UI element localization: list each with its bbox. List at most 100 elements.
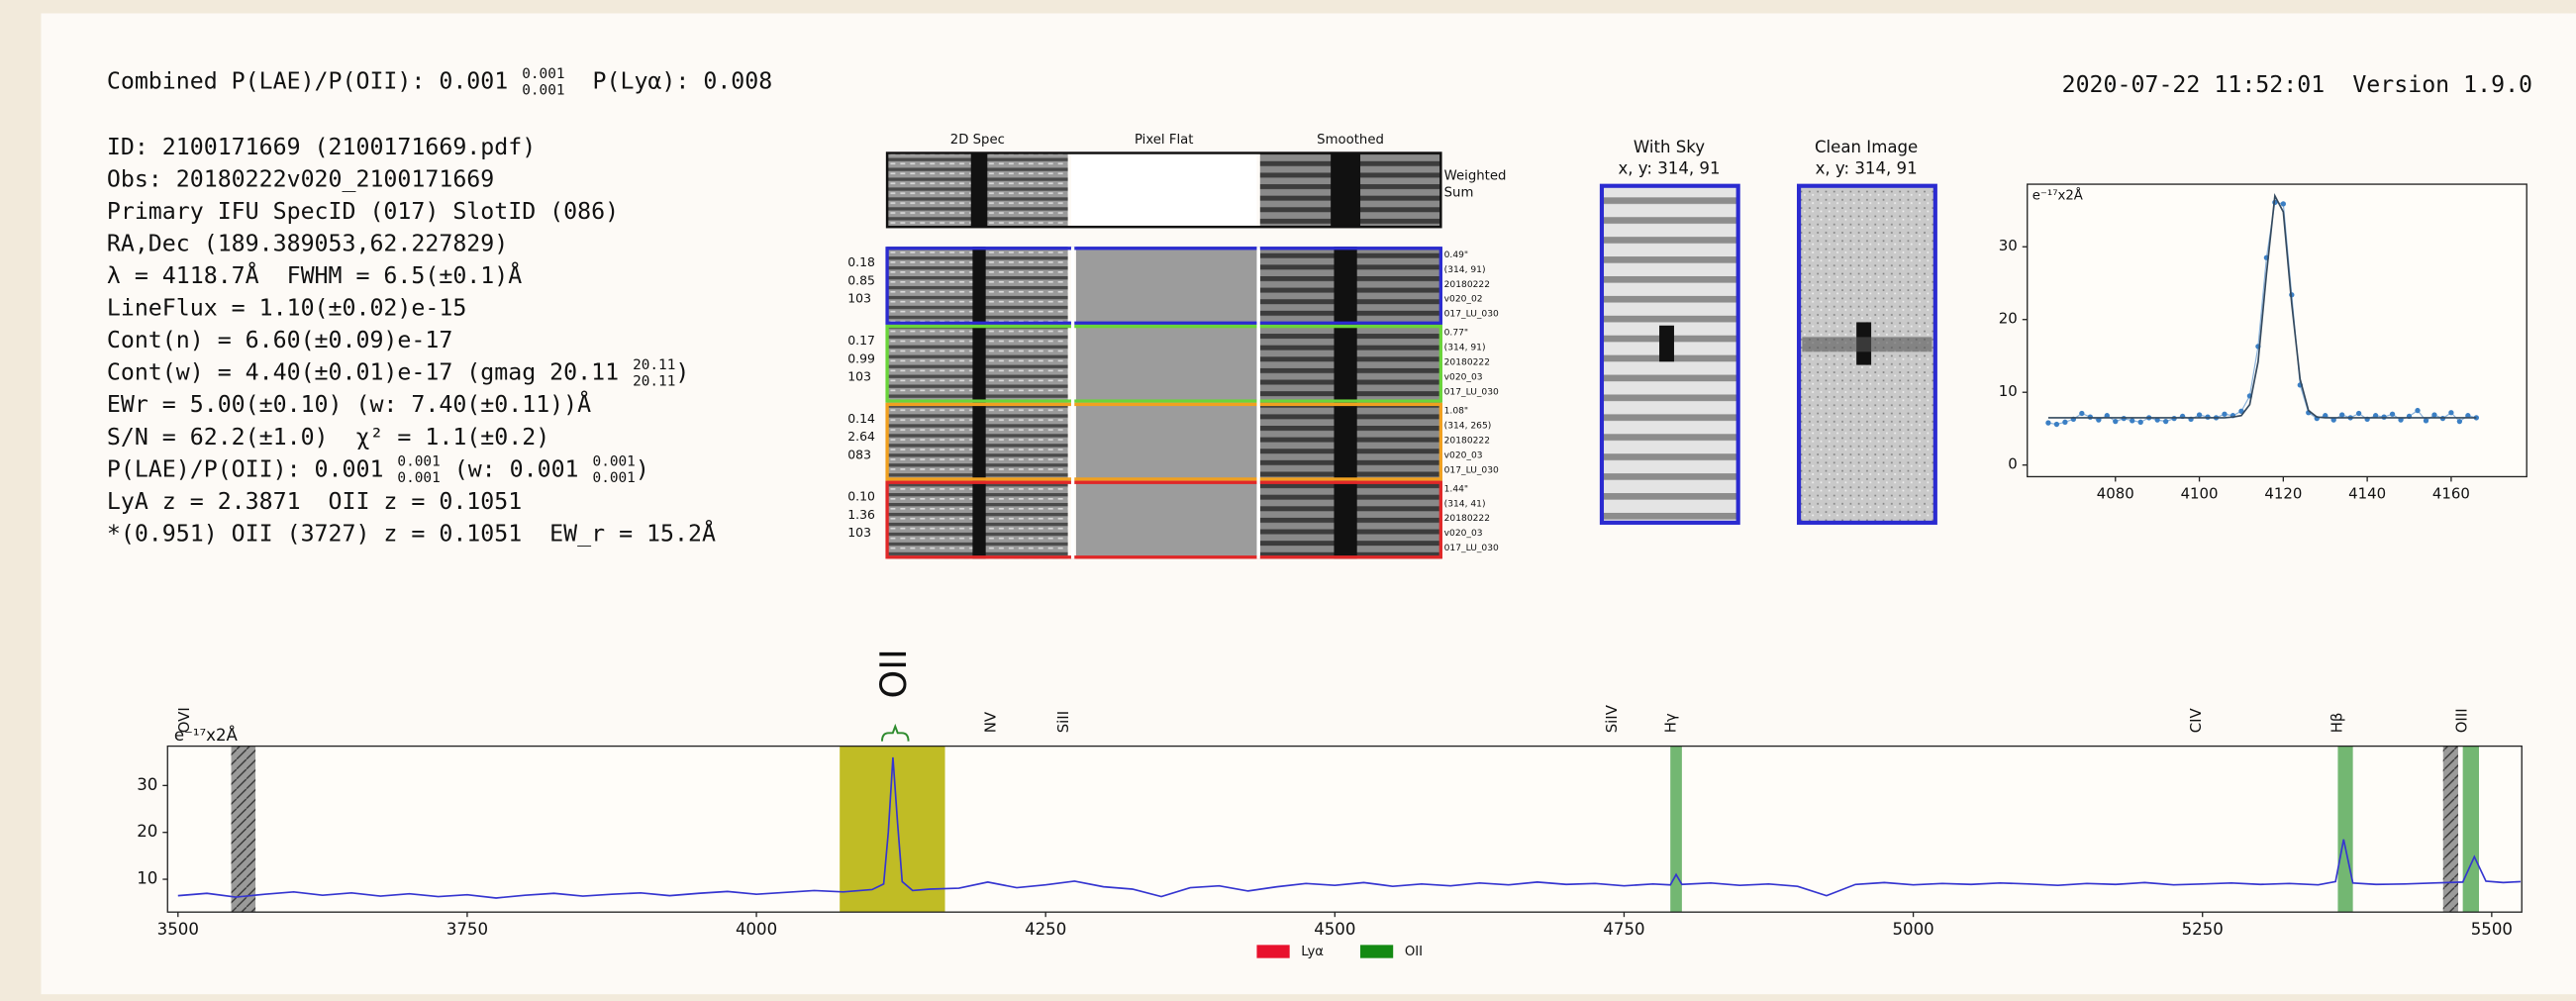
cutout-info: (314, 41) bbox=[1444, 499, 1486, 509]
main-line-label: OII bbox=[872, 649, 915, 698]
cutout-trace bbox=[972, 247, 985, 325]
cutout-trace bbox=[1334, 403, 1356, 481]
superscript: 0.001 bbox=[522, 66, 564, 82]
line-label: Hγ bbox=[1661, 713, 1679, 733]
data-point bbox=[2390, 412, 2395, 417]
text-segment: Combined P(LAE)/P(OII): 0.001 bbox=[107, 68, 522, 95]
x-tick-label: 4250 bbox=[1025, 920, 1066, 939]
line-label: SiIV bbox=[1603, 704, 1621, 733]
x-tick-label: 4160 bbox=[2432, 485, 2470, 503]
band bbox=[1670, 747, 1682, 913]
cutout-info: 017_LU_030 bbox=[1444, 387, 1499, 397]
text-segment: Cont(w) = 4.40(±0.01)e-17 (gmag 20.11 bbox=[107, 359, 633, 386]
data-point bbox=[2339, 412, 2344, 417]
x-tick-label: 5250 bbox=[2182, 920, 2224, 939]
data-point bbox=[2356, 411, 2361, 416]
weighted-label: Sum bbox=[1444, 185, 1474, 200]
sky-coords: x, y: 314, 91 bbox=[1618, 159, 1720, 178]
text-segment: P(Lyα): 0.008 bbox=[565, 68, 773, 95]
cutout-stat: 103 bbox=[847, 525, 871, 540]
cutout-column-title: 2D Spec bbox=[950, 133, 1005, 148]
y-tick-label: 0 bbox=[2008, 455, 2018, 473]
line-label: OVI bbox=[175, 707, 193, 733]
cutout-info: 017_LU_030 bbox=[1444, 544, 1499, 553]
cutout-flat bbox=[1076, 247, 1257, 325]
superscript: 20.11 bbox=[633, 357, 675, 373]
cutout-stat: 1.36 bbox=[847, 507, 875, 522]
cutout-info: 20180222 bbox=[1444, 514, 1490, 524]
cutout-info: v020_03 bbox=[1444, 529, 1483, 539]
text-segment: ID: 2100171669 (2100171669.pdf) bbox=[107, 134, 536, 160]
cutout-info: (314, 91) bbox=[1444, 344, 1486, 353]
x-tick-label: 3500 bbox=[157, 920, 199, 939]
y-tick-label: 30 bbox=[1999, 237, 2018, 254]
cutout-stat: 0.14 bbox=[847, 411, 875, 426]
cutout-stat: 0.18 bbox=[847, 254, 875, 269]
line-label: Hβ bbox=[2328, 713, 2345, 734]
version: Version 1.9.0 bbox=[2352, 71, 2532, 98]
subscript: 20.11 bbox=[633, 374, 675, 390]
sky-source bbox=[1659, 326, 1674, 362]
x-tick-label: 4120 bbox=[2264, 485, 2302, 503]
text-segment: Primary IFU SpecID (017) SlotID (086) bbox=[107, 198, 619, 225]
superscript: 0.001 bbox=[593, 454, 636, 470]
data-point bbox=[2045, 420, 2050, 425]
clean-coords: x, y: 314, 91 bbox=[1816, 159, 1918, 178]
band-hatch bbox=[232, 747, 256, 913]
x-tick-label: 3750 bbox=[446, 920, 488, 939]
line-label: CIV bbox=[2187, 707, 2205, 733]
data-point bbox=[2197, 412, 2202, 417]
cutout-flat bbox=[1076, 481, 1257, 559]
data-point bbox=[2138, 420, 2143, 425]
weighted-flat bbox=[1071, 153, 1257, 228]
cutout-stat: 0.99 bbox=[847, 350, 875, 365]
legend-label: Lyα bbox=[1301, 945, 1324, 959]
x-tick-label: 5500 bbox=[2471, 920, 2513, 939]
y-tick-label: 20 bbox=[137, 822, 157, 841]
text-segment: Cont(n) = 6.60(±0.09)e-17 bbox=[107, 327, 452, 353]
data-point bbox=[2079, 411, 2084, 416]
text-segment: P(LAE)/P(OII): 0.001 bbox=[107, 455, 398, 482]
cutout-info: 0.77" bbox=[1444, 329, 1468, 339]
page: With Sky x, y: 314, 91 Clean Image x, y:… bbox=[0, 0, 2576, 1001]
subscript: 0.001 bbox=[397, 470, 440, 486]
weighted-trace bbox=[971, 153, 988, 228]
clean-trace bbox=[1802, 337, 1932, 351]
x-tick-label: 4000 bbox=[736, 920, 777, 939]
x-tick-label: 4140 bbox=[2348, 485, 2386, 503]
data-point bbox=[2431, 412, 2436, 417]
cutout-info: 1.08" bbox=[1444, 407, 1468, 417]
data-point bbox=[2130, 418, 2134, 423]
cutout-info: 20180222 bbox=[1444, 358, 1490, 368]
cutout-info: 20180222 bbox=[1444, 280, 1490, 290]
y-axis-label: e⁻¹⁷x2Å bbox=[2032, 187, 2083, 204]
text-segment: EWr = 5.00(±0.10) (w: 7.40(±0.11))Å bbox=[107, 390, 591, 418]
data-point bbox=[2424, 418, 2428, 423]
cutout-stat: 0.10 bbox=[847, 489, 875, 504]
x-tick-label: 4750 bbox=[1603, 920, 1644, 939]
text-segment: (w: 0.001 bbox=[441, 455, 593, 482]
x-tick-label: 4500 bbox=[1314, 920, 1355, 939]
cutout-column-title: Smoothed bbox=[1317, 133, 1384, 148]
timestamp: 2020-07-22 11:52:01 bbox=[2062, 71, 2326, 98]
cutout-flat bbox=[1076, 325, 1257, 403]
text-segment: Obs: 20180222v020_2100171669 bbox=[107, 166, 494, 193]
y-tick-label: 20 bbox=[1999, 310, 2018, 328]
cutout-stat: 0.85 bbox=[847, 272, 875, 287]
data-point bbox=[2113, 419, 2118, 424]
band bbox=[2463, 747, 2479, 913]
weighted-label: Weighted bbox=[1444, 169, 1507, 184]
cutout-info: 20180222 bbox=[1444, 436, 1490, 446]
line-label: SiII bbox=[1054, 711, 1072, 733]
cutout-stat: 103 bbox=[847, 369, 871, 384]
legend-label: OII bbox=[1405, 945, 1423, 959]
subscript: 0.001 bbox=[593, 470, 636, 486]
cutout-stat: 103 bbox=[847, 291, 871, 306]
data-point bbox=[2457, 419, 2462, 424]
cutout-info: v020_03 bbox=[1444, 373, 1483, 383]
band bbox=[2337, 747, 2352, 913]
data-point bbox=[2222, 412, 2227, 417]
y-tick-label: 30 bbox=[137, 775, 157, 794]
cutout-trace bbox=[972, 325, 985, 403]
subscript: 0.001 bbox=[522, 82, 564, 98]
